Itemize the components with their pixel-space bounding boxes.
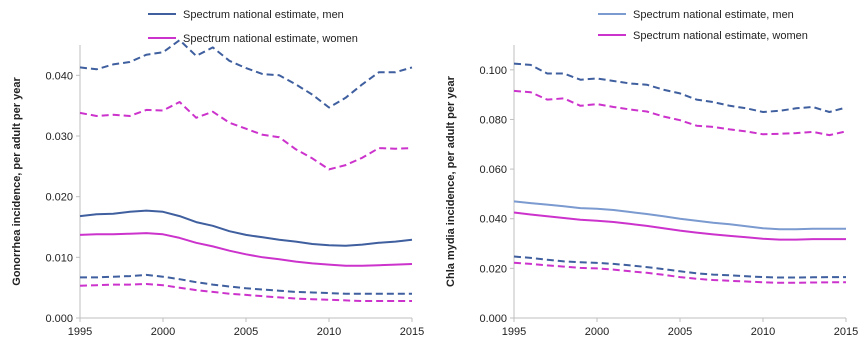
x-tick-label: 2015 [834,326,858,338]
chart-1: 0.000 0.010 0.020 0.030 0.040 1995 2000 2005 201… [11,9,424,338]
x-tick-label: 1995 [502,326,526,338]
x-tick-label: 2015 [400,326,424,338]
y-tick-label: 0.100 [479,65,507,77]
series-line-2 [79,232,413,267]
y-axis-label: Chla mydia incidence, per adult per year [445,75,457,287]
legend-label: Spectrum national estimate, men [633,9,794,21]
y-tick-label: 0.000 [45,313,73,325]
y-tick-label: 0.010 [45,252,73,264]
series-line-dashed-5 [513,255,846,279]
y-tick-label: 0.040 [45,70,73,82]
legend-label: Spectrum national estimate, women [633,30,808,42]
series-line-dashed-3 [79,39,413,109]
series-line-1 [79,209,413,247]
x-tick-label: 2005 [668,326,692,338]
x-tick-label: 2000 [585,326,609,338]
x-tick-label: 2005 [234,326,258,338]
y-axis-label: Gonorrhea incidence, per adult per year [11,77,23,286]
series-line-dashed-4 [79,101,413,171]
x-tick-label: 2000 [151,326,175,338]
legend-label: Spectrum national estimate, women [183,33,358,45]
series-line-dashed-3 [513,62,847,113]
y-tick-label: 0.030 [45,131,73,143]
series-line-dashed-4 [513,89,847,137]
series-line-1 [513,200,846,231]
series-line-dashed-6 [79,283,412,302]
series-line-2 [513,211,846,241]
x-tick-label: 1995 [68,326,92,338]
x-tick-label: 2010 [317,326,341,338]
chart-2: 0.000 0.020 0.040 0.060 0.080 0.100 1995 2000 20… [445,9,858,338]
series-line-dashed-5 [80,273,412,295]
series-line-dashed-6 [513,261,846,284]
y-tick-label: 0.000 [479,313,507,325]
legend-label: Spectrum national estimate, men [183,9,344,21]
y-tick-label: 0.020 [45,192,73,204]
x-tick-label: 2010 [751,326,775,338]
y-tick-label: 0.040 [479,214,507,226]
y-tick-label: 0.020 [479,263,507,275]
y-tick-label: 0.060 [479,164,507,176]
y-tick-label: 0.080 [479,114,507,126]
